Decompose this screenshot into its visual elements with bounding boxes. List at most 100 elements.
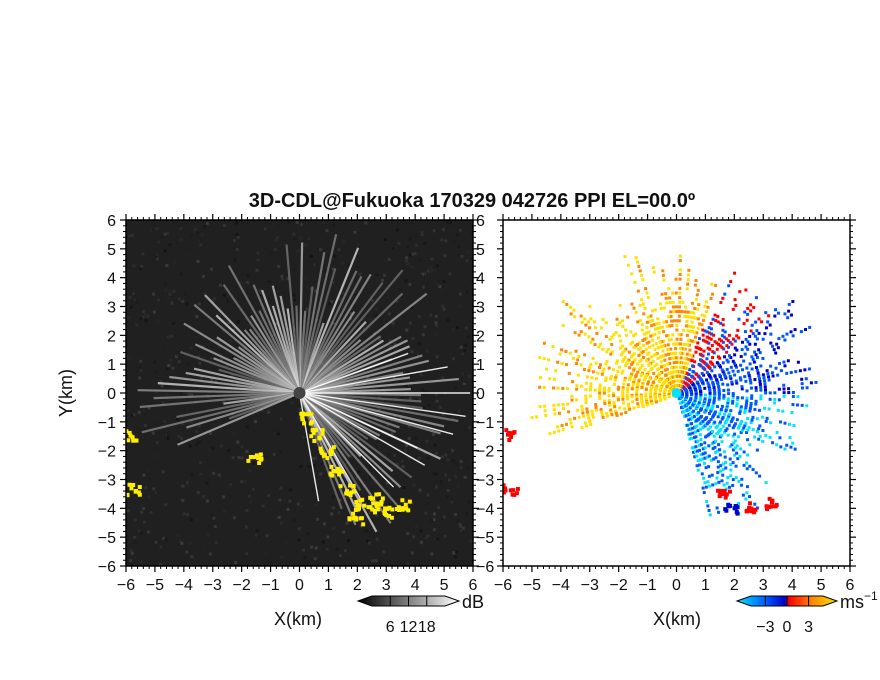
velocity-cell bbox=[699, 453, 703, 457]
velocity-cell bbox=[726, 339, 730, 343]
velocity-cell bbox=[748, 464, 752, 468]
velocity-cell bbox=[695, 464, 699, 468]
velocity-cell bbox=[750, 396, 754, 400]
velocity-cell bbox=[589, 362, 593, 366]
reflectivity-noise-cell bbox=[392, 246, 396, 250]
velocity-clutter-cell bbox=[764, 504, 769, 509]
velocity-cell bbox=[667, 338, 671, 342]
reflectivity-noise-cell bbox=[179, 238, 183, 242]
velocity-cell bbox=[630, 362, 634, 366]
velocity-x-tick-label: 2 bbox=[730, 577, 739, 594]
velocity-cell bbox=[663, 397, 667, 401]
velocity-cell bbox=[719, 378, 723, 382]
velocity-cell bbox=[717, 385, 721, 389]
velocity-cell bbox=[637, 264, 641, 268]
velocity-cell bbox=[632, 345, 636, 349]
velocity-cell bbox=[649, 388, 653, 392]
velocity-cell bbox=[628, 366, 632, 370]
reflectivity-noise-cell bbox=[322, 462, 326, 466]
reflectivity-noise-cell bbox=[434, 323, 438, 327]
velocity-cell bbox=[589, 423, 593, 427]
velocity-cell bbox=[679, 342, 683, 346]
velocity-cell bbox=[726, 399, 730, 403]
reflectivity-noise-cell bbox=[257, 535, 261, 539]
reflectivity-noise-cell bbox=[341, 243, 345, 247]
velocity-cell bbox=[643, 376, 647, 380]
velocity-cell bbox=[755, 355, 759, 359]
reflectivity-noise-cell bbox=[388, 339, 392, 343]
velocity-cell bbox=[769, 332, 773, 336]
velocity-cell bbox=[650, 401, 654, 405]
reflectivity-noise-cell bbox=[149, 228, 153, 232]
reflectivity-noise-cell bbox=[452, 551, 456, 555]
velocity-cell bbox=[609, 410, 613, 414]
velocity-cell bbox=[696, 439, 700, 443]
velocity-x-tick-label: −6 bbox=[494, 577, 512, 594]
reflectivity-noise-cell bbox=[411, 336, 415, 340]
reflectivity-noise-cell bbox=[427, 550, 431, 554]
velocity-cell bbox=[649, 400, 653, 404]
reflectivity-noise-cell bbox=[365, 499, 369, 503]
velocity-cell bbox=[608, 403, 612, 407]
reflectivity-noise-cell bbox=[275, 428, 279, 432]
reflectivity-noise-cell bbox=[258, 293, 262, 297]
velocity-cell bbox=[731, 369, 735, 373]
velocity-cell bbox=[638, 359, 642, 363]
velocity-cell bbox=[582, 414, 586, 418]
reflectivity-noise-cell bbox=[453, 474, 457, 478]
velocity-cell bbox=[799, 330, 803, 334]
velocity-x-tick-label: −2 bbox=[610, 577, 628, 594]
velocity-cell bbox=[738, 454, 742, 458]
velocity-cell bbox=[740, 477, 744, 481]
reflectivity-noise-cell bbox=[352, 293, 356, 297]
velocity-cell bbox=[621, 388, 625, 392]
reflectivity-noise-cell bbox=[183, 346, 187, 350]
velocity-cell bbox=[570, 425, 574, 429]
reflectivity-clutter-cell bbox=[374, 492, 379, 497]
reflectivity-noise-cell bbox=[436, 283, 440, 287]
velocity-cell bbox=[645, 326, 649, 330]
velocity-clutter-cell bbox=[770, 504, 775, 509]
reflectivity-noise-cell bbox=[222, 495, 226, 499]
reflectivity-x-tick-label: −1 bbox=[261, 577, 279, 594]
reflectivity-noise-cell bbox=[447, 478, 451, 482]
velocity-cell bbox=[696, 307, 700, 311]
velocity-cell bbox=[666, 348, 670, 352]
reflectivity-noise-cell bbox=[209, 356, 213, 360]
velocity-cell bbox=[653, 308, 657, 312]
velocity-cell bbox=[656, 346, 660, 350]
reflectivity-noise-cell bbox=[177, 297, 181, 301]
velocity-cell bbox=[579, 314, 583, 318]
velocity-cell bbox=[653, 396, 657, 400]
velocity-cell bbox=[656, 356, 660, 360]
reflectivity-noise-cell bbox=[178, 226, 182, 230]
velocity-cell bbox=[652, 353, 656, 357]
reflectivity-x-tick-label: 6 bbox=[469, 577, 478, 594]
reflectivity-noise-cell bbox=[375, 537, 379, 541]
reflectivity-clutter-cell bbox=[251, 455, 256, 460]
velocity-cell bbox=[609, 352, 613, 356]
velocity-cell bbox=[771, 374, 775, 378]
reflectivity-noise-cell bbox=[319, 472, 323, 476]
velocity-cell bbox=[715, 347, 719, 351]
velocity-cell bbox=[788, 436, 792, 440]
velocity-cell bbox=[709, 327, 713, 331]
velocity-cell bbox=[570, 398, 574, 402]
reflectivity-noise-cell bbox=[200, 233, 204, 237]
velocity-cell bbox=[733, 339, 737, 343]
reflectivity-noise-cell bbox=[301, 548, 305, 552]
velocity-cell bbox=[740, 385, 744, 389]
reflectivity-ray bbox=[285, 244, 301, 394]
velocity-cell bbox=[653, 377, 657, 381]
velocity-cell bbox=[728, 375, 732, 379]
reflectivity-noise-cell bbox=[429, 265, 433, 269]
velocity-cell bbox=[638, 303, 642, 307]
velocity-cell bbox=[632, 334, 636, 338]
velocity-cell bbox=[552, 386, 556, 390]
reflectivity-noise-cell bbox=[235, 248, 239, 252]
velocity-cell bbox=[746, 340, 750, 344]
reflectivity-noise-cell bbox=[126, 538, 130, 542]
reflectivity-clutter-cell bbox=[403, 502, 408, 507]
velocity-cell bbox=[713, 374, 717, 378]
velocity-cell bbox=[696, 346, 700, 350]
